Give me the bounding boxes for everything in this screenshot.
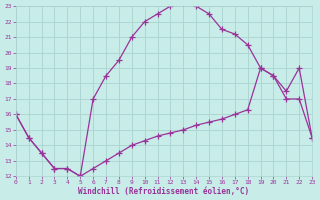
X-axis label: Windchill (Refroidissement éolien,°C): Windchill (Refroidissement éolien,°C) [78,187,250,196]
